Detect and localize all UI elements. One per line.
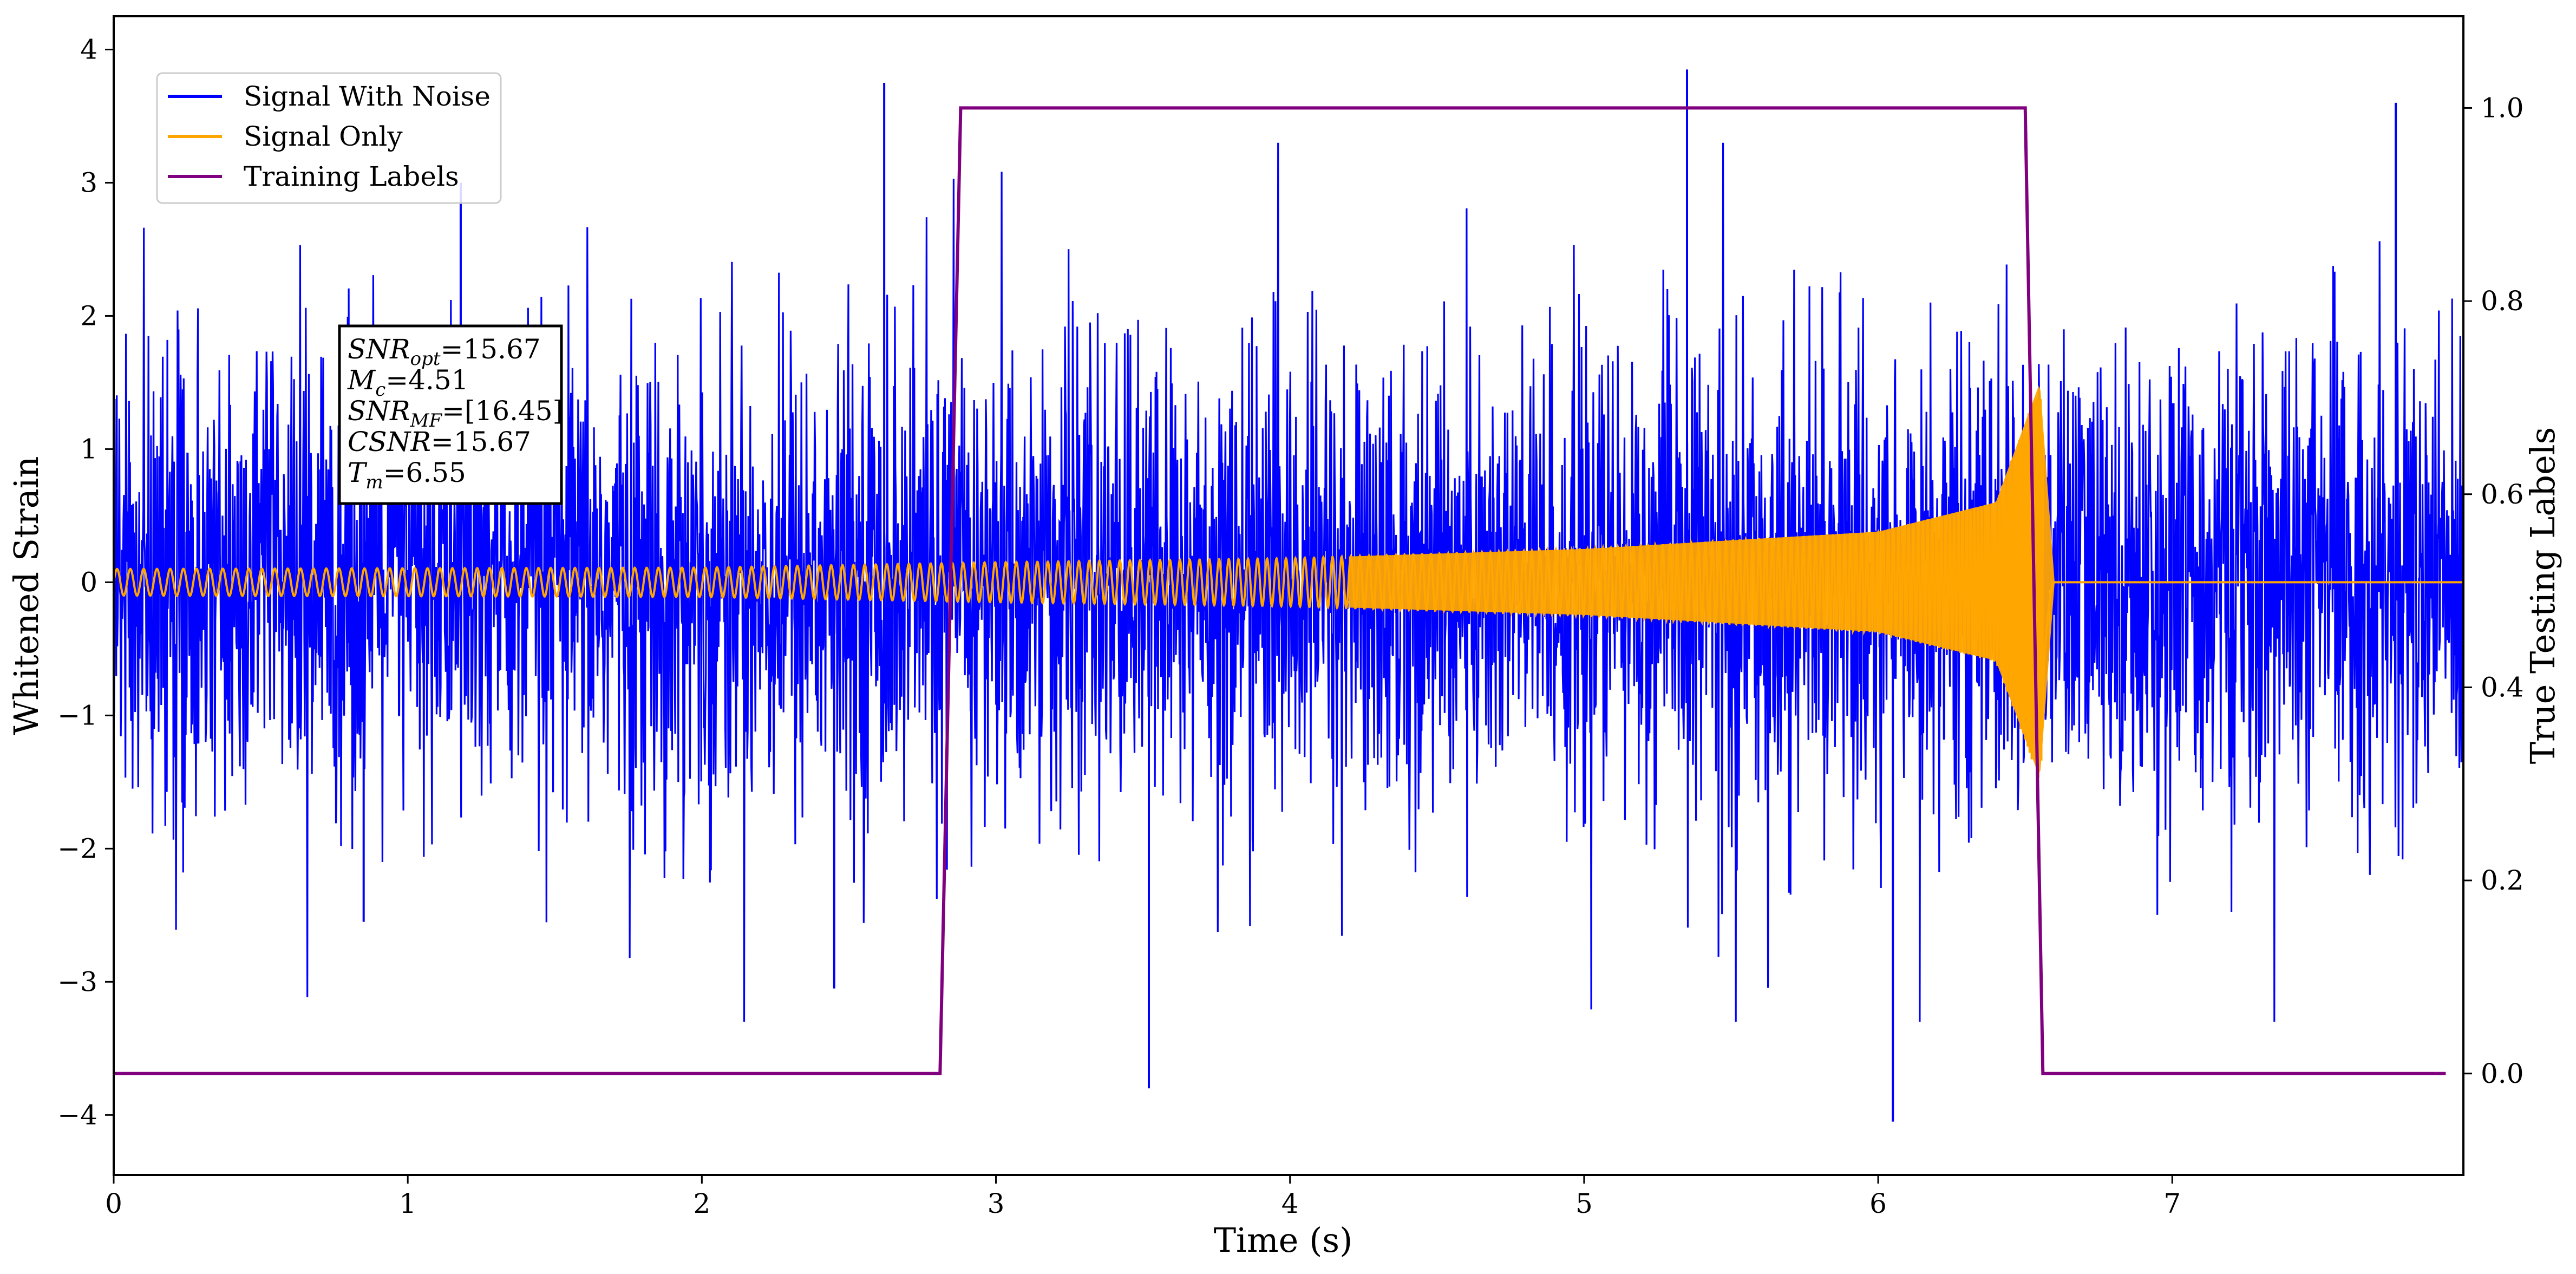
y-axis-label: Whitened Strain [6, 456, 46, 735]
annotation-frame [338, 324, 563, 505]
x-tick-label: 5 [1575, 1188, 1593, 1219]
y2-tick-label: 1.0 [2481, 92, 2524, 123]
y-tick-label: −4 [57, 1099, 97, 1131]
x-tick-label: 3 [988, 1188, 1005, 1219]
y2-tick-label: 0.4 [2481, 671, 2524, 703]
signal-only-envelope [1349, 386, 2055, 775]
plot-area [114, 69, 2463, 1122]
plot-frame [113, 15, 2464, 1176]
y-tick-label: −1 [57, 700, 97, 731]
y2-tick-label: 0.2 [2481, 865, 2524, 896]
y2-tick-label: 0.0 [2481, 1058, 2524, 1089]
annotation-line: Tm=6.55 [348, 457, 466, 493]
x-tick-label: 1 [399, 1188, 416, 1219]
x-axis: 0 1 2 3 4 5 6 7 [105, 1175, 2181, 1219]
legend: Signal With Noise Signal Only Training Lab… [156, 72, 502, 204]
legend-frame [156, 72, 502, 204]
x-tick-label: 4 [1282, 1188, 1299, 1219]
y-axis: −4 −3 −2 −1 0 1 2 3 4 [57, 34, 114, 1131]
x-tick-label: 2 [693, 1188, 710, 1219]
y2-tick-label: 0.8 [2481, 285, 2524, 317]
series-line-signal-with-noise [114, 142, 2463, 1022]
annotation-box: SNRopt=15.67Mc=4.51SNRMF=[16.45]CSNR=15.… [338, 324, 563, 505]
series-line-training-labels [114, 106, 2446, 1075]
y-tick-label: 0 [80, 566, 97, 598]
annotation-line: SNRopt=15.67 [348, 334, 541, 370]
series-line-signal-only [114, 397, 2463, 778]
y-tick-label: −3 [57, 966, 97, 997]
legend-label: Training Labels [244, 161, 459, 192]
annotation-line: CSNR=15.67 [348, 426, 531, 458]
y-tick-label: 1 [80, 433, 97, 465]
y-tick-label: −2 [57, 833, 97, 864]
x-tick-label: 6 [1869, 1188, 1887, 1219]
annotation-line: SNRMF=[16.45] [348, 395, 563, 432]
legend-label: Signal Only [244, 121, 403, 152]
x-tick-label: 7 [2163, 1188, 2181, 1219]
y2-axis-label: True Testing Labels [2523, 427, 2562, 765]
annotation-line: Mc=4.51 [347, 364, 468, 401]
y-tick-label: 2 [80, 300, 97, 331]
y2-tick-label: 0.6 [2481, 479, 2524, 510]
y-tick-label: 4 [80, 34, 97, 65]
y-tick-label: 3 [80, 167, 97, 198]
x-axis-label: Time (s) [1214, 1220, 1353, 1260]
legend-label: Signal With Noise [244, 81, 491, 112]
y2-axis: 0.0 0.2 0.4 0.6 0.8 1.0 [2463, 92, 2524, 1089]
x-tick-label: 0 [105, 1188, 122, 1219]
